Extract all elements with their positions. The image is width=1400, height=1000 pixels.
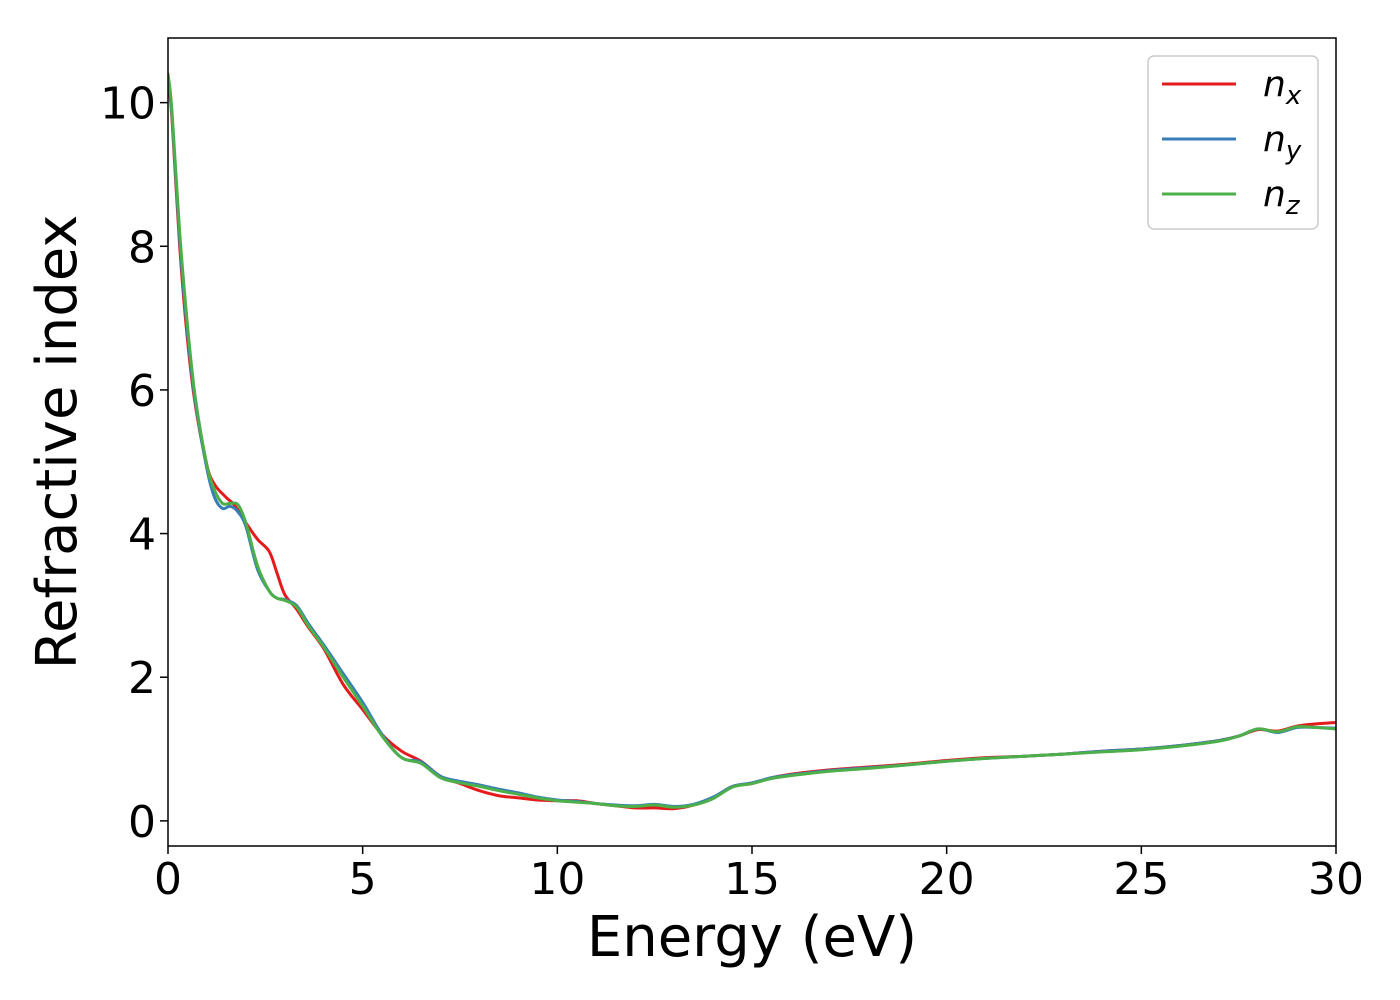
y-tick-label: 8 (128, 222, 156, 273)
x-axis: 0 5 10 15 20 25 30 (154, 846, 1364, 905)
series-line-nz (168, 72, 1336, 809)
x-tick-label: 5 (349, 854, 377, 905)
y-axis-label: Refractive index (25, 215, 90, 670)
legend-label-nz: nz (1263, 174, 1301, 221)
y-axis: 0 2 4 6 8 10 (100, 79, 168, 848)
y-tick-label: 2 (128, 653, 156, 704)
x-axis-label: Energy (eV) (587, 905, 917, 970)
y-tick-label: 4 (128, 510, 156, 561)
y-tick-label: 10 (100, 79, 156, 130)
y-tick-label: 6 (128, 366, 156, 417)
x-tick-label: 30 (1308, 854, 1364, 905)
legend-label-nx: nx (1263, 64, 1302, 111)
x-tick-label: 15 (724, 854, 780, 905)
legend-label-ny: ny (1263, 119, 1302, 166)
x-tick-label: 20 (919, 854, 975, 905)
series-layer (168, 72, 1336, 811)
x-tick-label: 0 (154, 854, 182, 905)
x-tick-label: 10 (529, 854, 585, 905)
y-tick-label: 0 (128, 797, 156, 848)
legend: nx ny nz (1147, 55, 1319, 230)
legend-box (1147, 55, 1319, 230)
x-tick-label: 25 (1113, 854, 1169, 905)
